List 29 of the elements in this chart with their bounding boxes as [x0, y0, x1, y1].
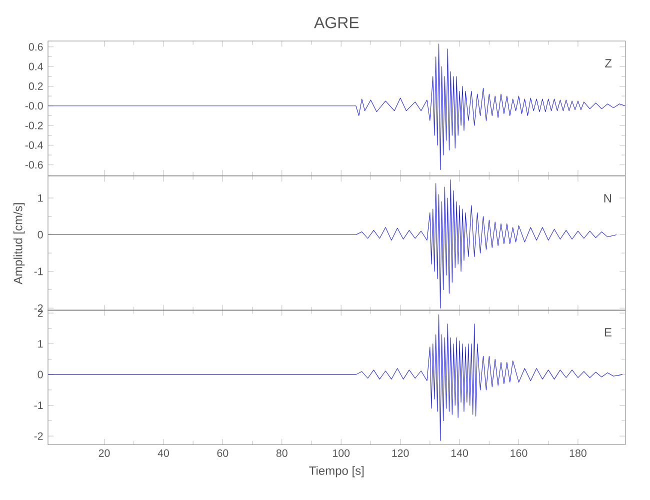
x-tick-label: 80 [276, 449, 288, 457]
y-tick-label: 0 [38, 370, 43, 378]
y-axis-title: Amplitud [cm/s] [13, 203, 25, 284]
y-tick-label: -1 [34, 268, 43, 276]
y-tick-label: 0 [38, 230, 43, 238]
y-tick-label: 0.6 [28, 43, 43, 51]
x-tick-label: 100 [333, 449, 350, 457]
y-tick-label: -1 [34, 402, 43, 409]
x-tick-label: 40 [158, 449, 169, 457]
y-tick-label: -0.2 [25, 122, 43, 130]
chart-title: AGRE [314, 16, 359, 28]
y-tick-label: 1 [38, 340, 43, 348]
y-tick-label: -2 [34, 432, 43, 440]
x-tick-label: 60 [217, 449, 228, 457]
annotation: N [604, 194, 611, 202]
y-tick-label: 1 [38, 194, 43, 202]
x-tick-label: 120 [392, 449, 409, 457]
y-tick-label: -0.6 [25, 161, 43, 169]
y-tick-label: -0.4 [25, 141, 43, 149]
x-axis-title: Tiempo [s] [309, 466, 364, 478]
x-tick-label: 160 [510, 449, 528, 457]
annotation: E [604, 328, 612, 336]
x-tick-label: 180 [570, 449, 586, 457]
y-tick-label: 0.4 [28, 62, 43, 70]
y-tick-label: -0.0 [25, 102, 43, 110]
x-tick-label: 140 [451, 449, 468, 457]
x-tick-label: 20 [98, 449, 110, 457]
y-tick-label: 0.2 [28, 82, 43, 90]
annotation: Z [605, 59, 612, 68]
